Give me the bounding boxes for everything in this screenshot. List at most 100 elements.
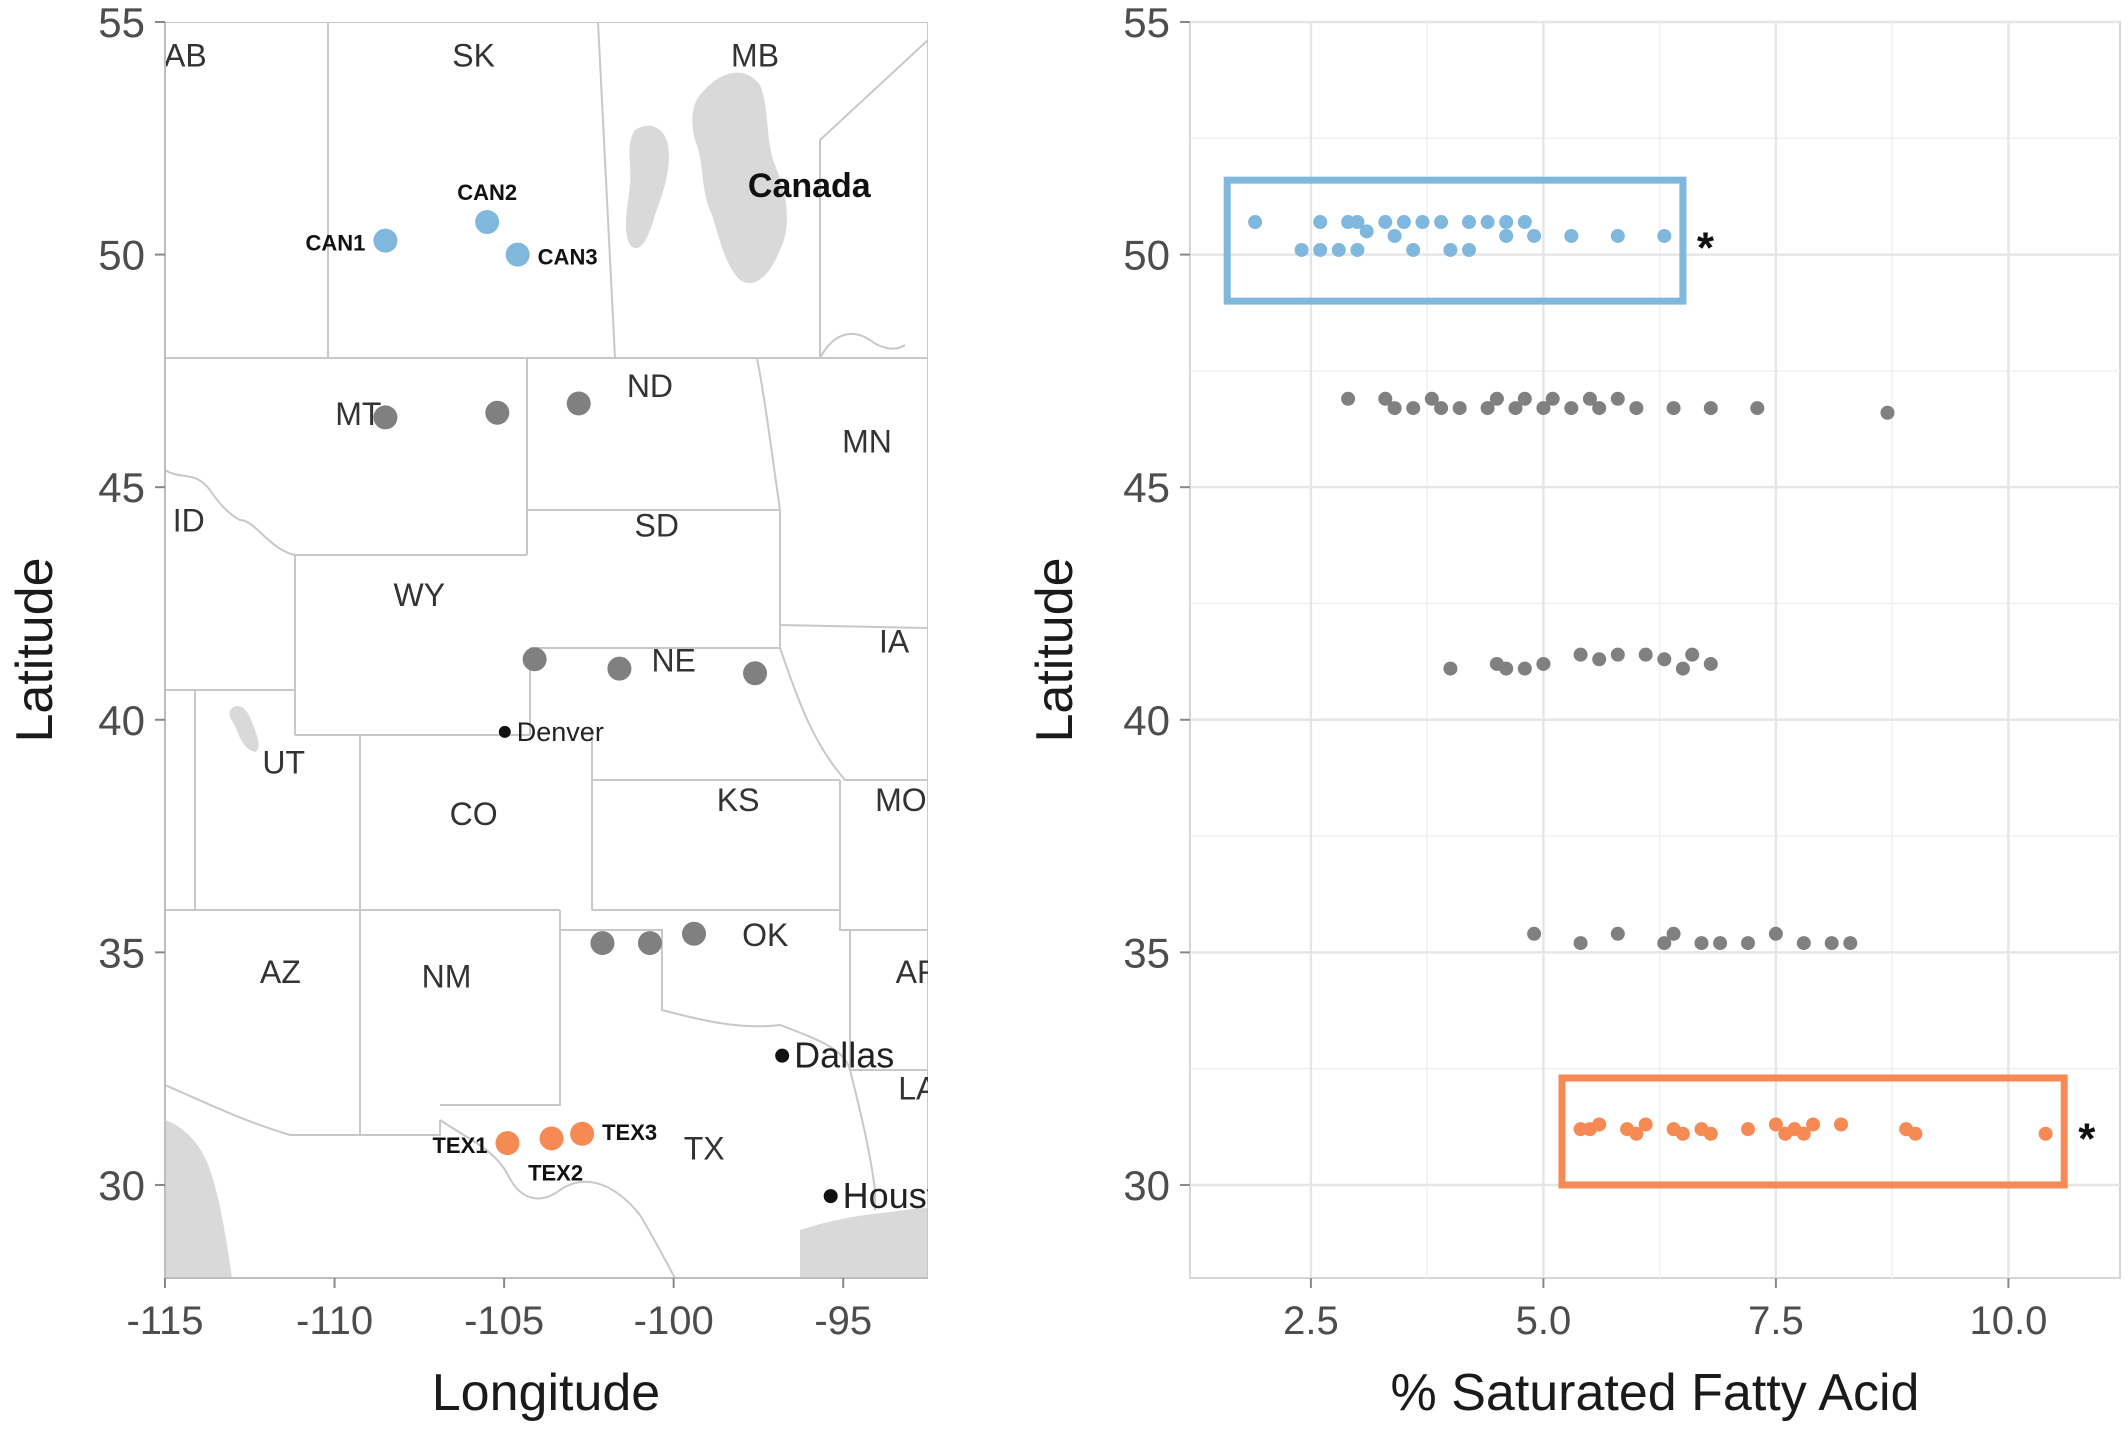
- region-label-sd: SD: [634, 507, 678, 543]
- data-point-canada: [1443, 242, 1458, 257]
- data-point-canada: [1499, 228, 1514, 243]
- data-point-texas: [1834, 1117, 1848, 1132]
- data-point-canada: [1294, 242, 1309, 257]
- data-point-middle: [1387, 401, 1402, 416]
- region-label-tx: TX: [684, 1131, 725, 1167]
- data-point-middle: [1610, 926, 1625, 941]
- map-y-tick-label: 30: [98, 1162, 145, 1209]
- data-point-middle: [1666, 401, 1681, 416]
- data-point-canada: [1313, 215, 1328, 230]
- data-point-canada: [1387, 228, 1402, 243]
- data-point-middle: [1573, 936, 1588, 951]
- map-cities: Denver Dallas Houst: [498, 717, 928, 1216]
- data-point-canada: [1248, 215, 1263, 230]
- highlight-box-texas: [1558, 1074, 2068, 1189]
- region-label-az: AZ: [260, 954, 301, 990]
- data-point-texas: [1694, 1122, 1709, 1137]
- scatter-x-tick-label: 7.5: [1748, 1299, 1804, 1343]
- data-point-texas: [1908, 1126, 1923, 1141]
- data-point-texas: [1741, 1122, 1755, 1137]
- data-point-middle: [1536, 656, 1551, 671]
- region-label-la: LA: [898, 1070, 938, 1106]
- data-point-middle: [1424, 391, 1439, 406]
- city-marker-dallas: [775, 1048, 790, 1063]
- scatter-highlight-boxes: **: [1223, 176, 2096, 1189]
- site-point-can2: [475, 210, 500, 235]
- data-point-texas: [1778, 1126, 1793, 1141]
- data-point-middle: [1517, 391, 1532, 406]
- scatter-y-tick-label: 45: [1123, 464, 1170, 511]
- data-point-canada: [1359, 224, 1374, 239]
- lakes-manitoba: [625, 72, 787, 284]
- city-label-dallas: Dallas: [794, 1035, 894, 1076]
- site-point-site-11: [682, 921, 707, 946]
- data-point-middle: [1592, 401, 1607, 416]
- site-point-can3: [505, 242, 530, 267]
- data-point-middle: [1527, 926, 1542, 941]
- data-point-middle: [1499, 661, 1514, 676]
- region-label-mo: MO: [875, 782, 927, 818]
- data-point-middle: [1508, 401, 1523, 416]
- scatter-y-tick-label: 40: [1123, 697, 1170, 744]
- data-point-middle: [1536, 401, 1551, 416]
- data-point-canada: [1313, 242, 1328, 257]
- gulf-of-mexico: [800, 1208, 928, 1278]
- data-point-middle: [1703, 656, 1718, 671]
- data-point-texas: [1796, 1126, 1811, 1141]
- data-point-middle: [1564, 401, 1579, 416]
- site-label-tex1: TEX1: [432, 1133, 487, 1158]
- site-point-site-10: [637, 931, 662, 956]
- data-point-middle: [1685, 647, 1700, 662]
- data-point-canada: [1527, 228, 1542, 243]
- scatter-ylabel: Latitude: [1026, 557, 1084, 742]
- data-point-middle: [1694, 936, 1709, 951]
- site-point-tex3: [570, 1121, 595, 1146]
- data-point-middle: [1443, 661, 1458, 676]
- data-point-middle: [1713, 936, 1728, 951]
- region-label-ia: IA: [879, 624, 910, 660]
- scatter-points: [1248, 215, 2053, 1141]
- data-point-canada: [1396, 215, 1411, 230]
- map-y-tick-label: 55: [98, 0, 145, 46]
- data-point-canada: [1462, 242, 1476, 257]
- site-label-can1: CAN1: [306, 231, 366, 256]
- scatter-y-tick-label: 30: [1123, 1162, 1170, 1209]
- site-label-can3: CAN3: [538, 245, 598, 270]
- map-background: [165, 22, 928, 1278]
- data-point-canada: [1434, 215, 1449, 230]
- site-point-tex1: [495, 1131, 520, 1156]
- data-point-middle: [1703, 401, 1718, 416]
- map-axes: -115 -110 -105 -100 -95 30 35 40 45 50 55: [98, 0, 928, 1343]
- data-point-canada: [1331, 242, 1346, 257]
- data-point-texas: [1675, 1126, 1690, 1141]
- site-point-site-5: [566, 391, 591, 416]
- data-point-middle: [1341, 391, 1356, 406]
- data-point-canada: [1610, 228, 1625, 243]
- scatter-y-tick-label: 50: [1123, 232, 1170, 279]
- region-label-ks: KS: [717, 782, 760, 818]
- lake-utah: [229, 705, 259, 752]
- scatter-y-tick-label: 35: [1123, 929, 1170, 976]
- data-point-texas: [1768, 1117, 1783, 1132]
- data-point-middle: [1434, 401, 1449, 416]
- region-label-mn: MN: [842, 424, 892, 460]
- site-point-site-7: [607, 656, 632, 681]
- region-label-co: CO: [450, 796, 498, 832]
- data-point-canada: [1480, 215, 1495, 230]
- data-point-middle: [1629, 401, 1644, 416]
- region-label-mb: MB: [731, 38, 779, 74]
- city-label-denver: Denver: [517, 717, 604, 747]
- data-point-middle: [1796, 936, 1811, 951]
- data-point-canada: [1517, 215, 1532, 230]
- map-sites: CAN1 CAN2 CAN3 TEX1 TEX2 TEX3: [306, 180, 768, 1185]
- data-point-canada: [1406, 242, 1421, 257]
- data-point-middle: [1824, 936, 1839, 951]
- map-geography: AB SK MB Canada MT ND MN ID SD WY IA NE UT CO KS MO AZ NM…: [165, 22, 938, 1278]
- map-region-labels: AB SK MB Canada MT ND MN ID SD WY IA NE UT CO KS MO AZ NM…: [165, 38, 938, 1167]
- scatter-xlabel: % Saturated Fatty Acid: [1391, 1364, 1920, 1422]
- scatter-y-tick-label: 55: [1123, 0, 1170, 46]
- map-x-tick-label: -110: [296, 1299, 373, 1343]
- data-point-texas: [1582, 1122, 1597, 1137]
- data-point-middle: [1406, 401, 1421, 416]
